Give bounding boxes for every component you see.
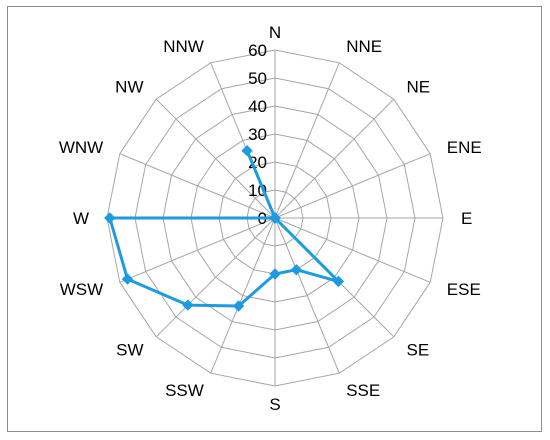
direction-label-w: W: [73, 209, 89, 228]
direction-label-e: E: [461, 209, 472, 228]
direction-label-ese: ESE: [447, 280, 481, 299]
tick-label-60: 60: [248, 41, 267, 60]
direction-label-se: SE: [407, 341, 430, 360]
spoke-sse: [274, 217, 340, 374]
spoke-ssw: [210, 217, 276, 374]
series: [104, 144, 345, 312]
spoke-nw: [155, 98, 276, 219]
spoke-wnw: [119, 153, 276, 219]
direction-label-ssw: SSW: [165, 381, 204, 400]
spoke-nne: [274, 62, 340, 219]
tick-label-30: 30: [248, 125, 267, 144]
data-point-w: [104, 212, 116, 224]
data-point-wsw: [121, 273, 134, 285]
tick-label-50: 50: [248, 69, 267, 88]
data-point-s: [269, 268, 281, 280]
direction-label-wsw: WSW: [60, 280, 103, 299]
spoke-ne: [274, 98, 395, 219]
data-point-ssw: [232, 300, 245, 312]
direction-label-wnw: WNW: [59, 138, 103, 157]
data-point-nw: [269, 212, 281, 224]
direction-labels: N NNE NE ENE E ESE SE SSE S SSW SW WSW W WNW NW NNW: [59, 23, 482, 414]
direction-label-ne: NE: [407, 78, 431, 97]
spoke-sw: [155, 217, 276, 338]
direction-label-sw: SW: [116, 341, 143, 360]
direction-label-nnw: NNW: [163, 37, 204, 56]
data-point-se: [332, 275, 345, 288]
direction-label-nw: NW: [115, 78, 143, 97]
direction-label-n: N: [269, 23, 281, 42]
data-point-nnw: [241, 144, 253, 157]
spoke-wsw: [119, 217, 276, 283]
tick-label-40: 40: [248, 97, 267, 116]
data-point-sw: [182, 299, 194, 311]
direction-label-ene: ENE: [447, 138, 482, 157]
direction-label-nne: NNE: [346, 37, 382, 56]
spoke-ese: [274, 217, 431, 283]
spoke-ene: [274, 153, 431, 219]
direction-label-s: S: [269, 395, 280, 414]
direction-label-sse: SSE: [346, 381, 380, 400]
data-point-sse: [290, 263, 303, 276]
